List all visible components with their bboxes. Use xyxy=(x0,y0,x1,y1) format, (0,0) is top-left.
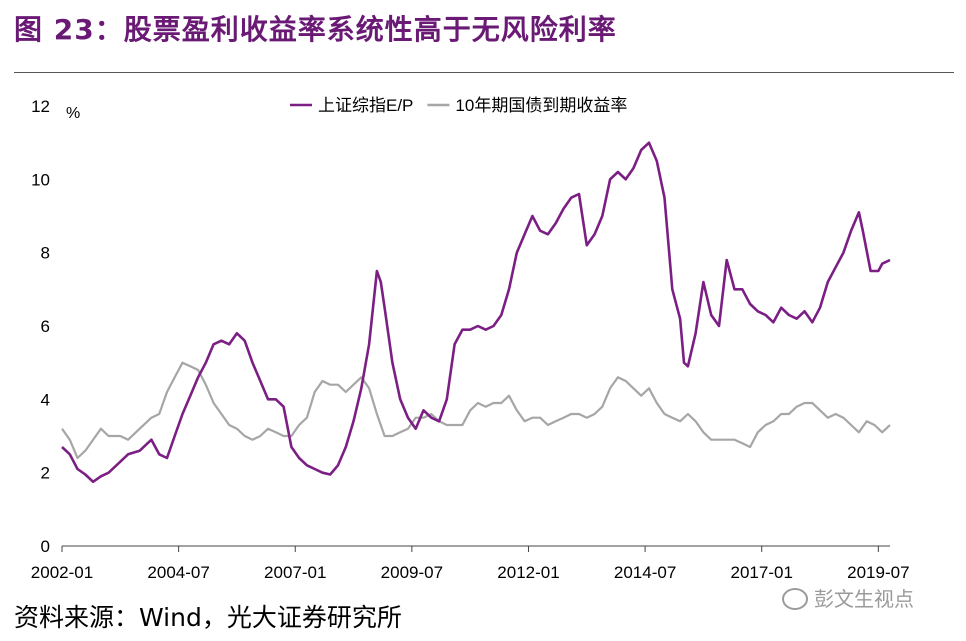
x-tick-label: 2009-07 xyxy=(381,563,443,582)
y-axis-unit-label: % xyxy=(66,105,80,122)
y-tick-label: 12 xyxy=(31,97,50,116)
chart-series-layer xyxy=(61,141,891,484)
x-tick-label: 2017-01 xyxy=(731,563,793,582)
y-tick-label: 4 xyxy=(41,390,50,409)
legend-label: 10年期国债到期收益率 xyxy=(455,96,627,115)
x-tick-label: 2012-01 xyxy=(497,563,559,582)
y-tick-label: 0 xyxy=(41,537,50,556)
x-tick-label: 2019-07 xyxy=(847,563,909,582)
title-divider xyxy=(14,72,954,73)
x-tick-label: 2007-01 xyxy=(264,563,326,582)
figure-title: 图 23：股票盈利收益率系统性高于无风险利率 xyxy=(14,13,617,46)
x-tick-label: 2014-07 xyxy=(614,563,676,582)
x-tick-label: 2004-07 xyxy=(147,563,209,582)
y-tick-label: 10 xyxy=(31,170,50,189)
y-tick-label: 6 xyxy=(41,317,50,336)
legend-label: 上证综指E/P xyxy=(318,96,413,115)
y-tick-label: 2 xyxy=(41,464,50,483)
wechat-icon xyxy=(782,588,808,610)
x-tick-label: 2002-01 xyxy=(31,563,93,582)
series-line-bond xyxy=(61,361,891,460)
watermark: 彭文生视点 xyxy=(782,583,914,612)
line-chart: 0 2 4 6 8 10 12 % 2002-01 2004-07 2007-01 2009-07 20… xyxy=(31,96,910,582)
chart-axes: 0 2 4 6 8 10 12 % 2002-01 2004-07 2007-01 2009-07 20… xyxy=(31,97,910,582)
chart-legend: 上证综指E/P 10年期国债到期收益率 xyxy=(290,96,627,115)
source-note: 资料来源：Wind，光大证券研究所 xyxy=(14,603,402,632)
watermark-text: 彭文生视点 xyxy=(814,587,914,611)
series-line-ep xyxy=(61,141,891,484)
y-tick-label: 8 xyxy=(41,244,50,263)
